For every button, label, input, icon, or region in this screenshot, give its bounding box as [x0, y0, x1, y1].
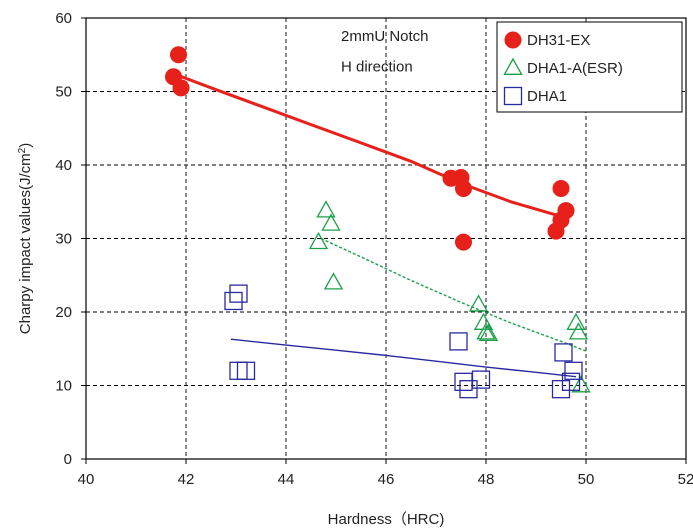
point-DHA1: [449, 332, 468, 351]
trendline-DHA1-A(ESR): [320, 237, 587, 352]
x-tick-label: 40: [78, 471, 95, 488]
point-DHA1: [554, 343, 573, 362]
point-DHA1: [454, 372, 473, 391]
annotation-direction: H direction: [341, 59, 413, 76]
y-tick-label: 30: [55, 231, 72, 248]
point-DH31-EX: [552, 180, 570, 198]
legend-marker-DHA1: [503, 86, 523, 106]
y-tick-label: 10: [55, 378, 72, 395]
point-DHA1: [471, 370, 491, 389]
point-DHA1: [551, 380, 571, 399]
x-tick-label: 46: [378, 471, 395, 488]
point-DHA1: [564, 361, 583, 380]
point-DHA1-A(ESR): [316, 200, 336, 218]
point-DHA1-A(ESR): [323, 272, 344, 290]
annotation-notch: 2mmU Notch: [341, 28, 429, 45]
y-tick-label: 60: [55, 10, 72, 27]
legend-label: DH31-EX: [527, 32, 590, 49]
point-DHA1: [229, 361, 248, 380]
legend-box: [496, 21, 683, 113]
trendlines: [175, 73, 587, 378]
point-DHA1-A(ESR): [476, 322, 496, 340]
y-axis-title-superscript: 2: [17, 147, 28, 153]
point-DHA1-A(ESR): [568, 322, 589, 340]
point-DH31-EX: [455, 180, 472, 198]
y-tick-label: 0: [64, 451, 72, 468]
y-axis-title-main: Charpy impact values(J/cm: [17, 153, 34, 334]
point-DHA1-A(ESR): [321, 213, 341, 231]
tick-labels: 40 42 44 46 48 50 52 0 10 20 30 40 50 60: [55, 10, 693, 488]
point-DHA1: [229, 284, 248, 303]
legend-marker-DH31-EX: [504, 31, 522, 49]
x-axis-title: Hardness（HRC): [328, 511, 445, 528]
point-DHA1-A(ESR): [468, 294, 489, 312]
point-DHA1-A(ESR): [571, 375, 591, 393]
x-tick-label: 50: [578, 471, 595, 488]
y-tick-label: 40: [55, 157, 72, 174]
trendline-DHA1: [230, 338, 577, 378]
legend: DH31-EX DHA1-A(ESR) DHA1: [496, 21, 683, 113]
data-points: [165, 46, 591, 399]
legend-label: DHA1-A(ESR): [527, 60, 623, 77]
point-DHA1-A(ESR): [478, 323, 499, 342]
y-axis-title-tail: ): [17, 143, 34, 148]
x-tick-label: 42: [178, 471, 195, 488]
x-tick-label: 52: [678, 471, 693, 488]
point-DH31-EX: [557, 202, 575, 220]
legend-label: DHA1: [527, 88, 567, 105]
y-axis-title: Charpy impact values(J/cm2): [17, 143, 35, 334]
point-DH31-EX: [172, 79, 190, 97]
point-DHA1: [224, 291, 243, 311]
y-tick-label: 20: [55, 304, 72, 321]
point-DHA1: [561, 372, 581, 391]
y-tick-label: 50: [55, 84, 72, 101]
point-DH31-EX: [455, 233, 472, 251]
point-DH31-EX: [170, 46, 187, 64]
x-tick-label: 44: [278, 471, 295, 488]
point-DHA1-A(ESR): [308, 231, 329, 250]
point-DHA1: [459, 380, 478, 399]
legend-marker-DHA1-A(ESR): [503, 57, 523, 75]
x-tick-label: 48: [478, 471, 495, 488]
point-DHA1: [236, 361, 256, 380]
trendline-DH31-EX: [175, 73, 562, 218]
